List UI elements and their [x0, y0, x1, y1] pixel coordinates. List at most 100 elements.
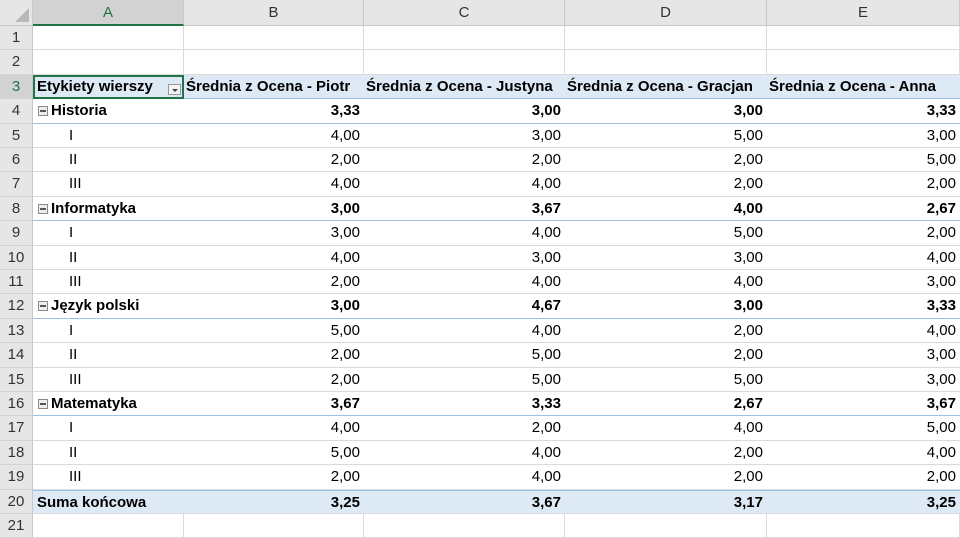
item-value[interactable]: 5,00	[565, 124, 767, 148]
item-value[interactable]: 5,00	[184, 319, 364, 344]
group-subtotal[interactable]: 3,33	[184, 99, 364, 124]
cell[interactable]	[767, 50, 960, 75]
row-header-1[interactable]: 1	[0, 26, 33, 51]
row-header-4[interactable]: 4	[0, 99, 33, 124]
group-subtotal[interactable]: 3,33	[767, 294, 960, 319]
item-value[interactable]: 5,00	[767, 148, 960, 173]
item-label[interactable]: II	[33, 148, 184, 173]
group-subtotal[interactable]: 3,67	[184, 392, 364, 417]
collapse-icon[interactable]	[38, 399, 48, 409]
group-subtotal[interactable]: 3,67	[767, 392, 960, 417]
group-subtotal[interactable]: 3,33	[364, 392, 565, 417]
group-label[interactable]: Informatyka	[33, 197, 184, 222]
row-labels-header[interactable]: Etykiety wierszy	[33, 74, 184, 100]
cell[interactable]	[184, 26, 364, 51]
cell[interactable]	[33, 26, 184, 51]
item-value[interactable]: 4,00	[364, 319, 565, 344]
group-subtotal[interactable]: 4,00	[565, 197, 767, 222]
item-value[interactable]: 4,00	[767, 319, 960, 344]
group-subtotal[interactable]: 3,00	[364, 99, 565, 124]
item-value[interactable]: 3,00	[364, 124, 565, 148]
group-subtotal[interactable]: 2,67	[565, 392, 767, 417]
item-value[interactable]: 2,00	[565, 343, 767, 368]
item-value[interactable]: 3,00	[364, 246, 565, 270]
group-subtotal[interactable]: 3,33	[767, 99, 960, 124]
item-value[interactable]: 3,00	[565, 246, 767, 270]
row-header-3[interactable]: 3	[0, 74, 33, 100]
item-label[interactable]: III	[33, 270, 184, 295]
cell[interactable]	[565, 50, 767, 75]
item-value[interactable]: 4,00	[767, 246, 960, 270]
collapse-icon[interactable]	[38, 106, 48, 117]
item-label[interactable]: I	[33, 319, 184, 344]
column-header-E[interactable]: E	[767, 0, 960, 26]
cell[interactable]	[33, 514, 184, 538]
item-value[interactable]: 2,00	[767, 221, 960, 246]
item-label[interactable]: III	[33, 172, 184, 197]
row-header-19[interactable]: 19	[0, 465, 33, 490]
column-header-D[interactable]: D	[565, 0, 767, 26]
cell[interactable]	[184, 50, 364, 75]
item-label[interactable]: III	[33, 368, 184, 392]
item-value[interactable]: 3,00	[767, 368, 960, 392]
group-subtotal[interactable]: 3,67	[364, 197, 565, 222]
row-header-2[interactable]: 2	[0, 50, 33, 75]
item-value[interactable]: 4,00	[184, 124, 364, 148]
column-header-C[interactable]: C	[364, 0, 565, 26]
collapse-icon[interactable]	[38, 203, 48, 214]
grand-total-value[interactable]: 3,25	[184, 489, 364, 514]
row-header-13[interactable]: 13	[0, 318, 33, 344]
row-header-20[interactable]: 20	[0, 489, 33, 514]
cell[interactable]	[364, 26, 565, 51]
item-value[interactable]: 2,00	[184, 368, 364, 392]
item-label[interactable]: I	[33, 124, 184, 148]
item-value[interactable]: 2,00	[565, 148, 767, 173]
item-value[interactable]: 4,00	[364, 441, 565, 466]
item-label[interactable]: I	[33, 416, 184, 441]
item-value[interactable]: 3,00	[184, 221, 364, 246]
item-value[interactable]: 4,00	[184, 172, 364, 197]
item-value[interactable]: 2,00	[364, 416, 565, 441]
cell[interactable]	[184, 514, 364, 538]
row-header-5[interactable]: 5	[0, 123, 33, 148]
item-value[interactable]: 2,00	[565, 172, 767, 197]
item-value[interactable]: 4,00	[767, 441, 960, 466]
item-label[interactable]: I	[33, 221, 184, 246]
group-label[interactable]: Język polski	[33, 294, 184, 319]
row-header-17[interactable]: 17	[0, 416, 33, 441]
item-value[interactable]: 4,00	[184, 246, 364, 270]
item-label[interactable]: II	[33, 343, 184, 368]
row-header-14[interactable]: 14	[0, 343, 33, 368]
item-value[interactable]: 5,00	[565, 368, 767, 392]
cell[interactable]	[565, 514, 767, 538]
grand-total-value[interactable]: 3,17	[565, 489, 767, 514]
value-header[interactable]: Średnia z Ocena - Justyna	[364, 74, 565, 100]
row-header-7[interactable]: 7	[0, 172, 33, 197]
row-header-8[interactable]: 8	[0, 196, 33, 222]
group-label[interactable]: Matematyka	[33, 392, 184, 417]
row-header-6[interactable]: 6	[0, 148, 33, 173]
group-subtotal[interactable]: 3,00	[184, 197, 364, 222]
item-value[interactable]: 2,00	[184, 465, 364, 490]
row-header-11[interactable]: 11	[0, 270, 33, 295]
item-label[interactable]: II	[33, 246, 184, 270]
grand-total-value[interactable]: 3,67	[364, 489, 565, 514]
value-header[interactable]: Średnia z Ocena - Anna	[767, 74, 960, 100]
row-header-12[interactable]: 12	[0, 294, 33, 319]
item-label[interactable]: II	[33, 441, 184, 466]
item-label[interactable]: III	[33, 465, 184, 490]
group-label[interactable]: Historia	[33, 99, 184, 124]
row-header-16[interactable]: 16	[0, 392, 33, 417]
group-subtotal[interactable]: 3,00	[565, 294, 767, 319]
item-value[interactable]: 4,00	[364, 221, 565, 246]
group-subtotal[interactable]: 3,00	[565, 99, 767, 124]
item-value[interactable]: 2,00	[184, 148, 364, 173]
item-value[interactable]: 2,00	[565, 465, 767, 490]
item-value[interactable]: 2,00	[565, 319, 767, 344]
item-value[interactable]: 4,00	[565, 416, 767, 441]
grand-total-value[interactable]: 3,25	[767, 489, 960, 514]
item-value[interactable]: 2,00	[565, 441, 767, 466]
item-value[interactable]: 3,00	[767, 343, 960, 368]
value-header[interactable]: Średnia z Ocena - Piotr	[184, 74, 364, 100]
group-subtotal[interactable]: 2,67	[767, 197, 960, 222]
